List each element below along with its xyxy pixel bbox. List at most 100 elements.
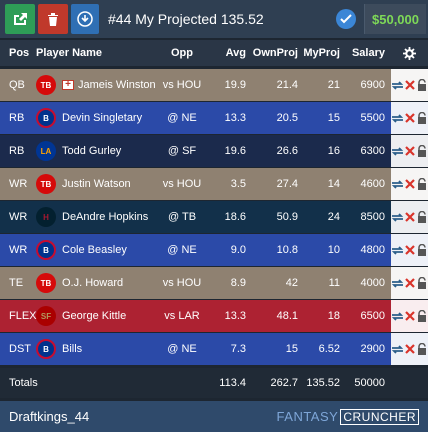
table-row[interactable]: FLEX SF George Kittle vs LAR 13.3 48.1 18… xyxy=(0,300,428,333)
row-pos: RB xyxy=(9,145,25,157)
lock-icon[interactable] xyxy=(416,112,428,124)
table-row[interactable]: WR TB Justin Watson vs HOU 3.5 27.4 14 46… xyxy=(0,168,428,201)
table-row[interactable]: RB B Devin Singletary @ NE 13.3 20.5 15 5… xyxy=(0,102,428,135)
lock-icon[interactable] xyxy=(416,343,428,355)
team-logo-icon: H xyxy=(36,207,56,227)
swap-icon[interactable] xyxy=(391,146,404,157)
delete-lineup-button[interactable] xyxy=(38,4,68,34)
brand-text-left: FANTASY xyxy=(276,409,339,424)
swap-icon[interactable] xyxy=(391,311,404,322)
col-avg[interactable]: Avg xyxy=(225,47,246,59)
row-myproj: 14 xyxy=(327,178,340,190)
x-icon[interactable] xyxy=(404,80,416,90)
x-icon[interactable] xyxy=(404,113,416,123)
lock-icon[interactable] xyxy=(416,244,428,256)
row-myproj: 11 xyxy=(328,277,340,289)
table-row[interactable]: RB LA Todd Gurley @ SF 19.6 26.6 16 6300 xyxy=(0,135,428,168)
col-myproj[interactable]: MyProj xyxy=(303,47,340,59)
team-logo-icon: B xyxy=(36,339,56,359)
x-icon[interactable] xyxy=(404,212,416,222)
col-opp[interactable]: Opp xyxy=(171,47,193,59)
row-ownproj: 10.8 xyxy=(276,244,298,256)
swap-icon[interactable] xyxy=(391,80,404,91)
player-name[interactable]: Todd Gurley xyxy=(62,145,122,157)
row-myproj: 24 xyxy=(327,211,340,223)
row-avg: 13.3 xyxy=(224,310,246,322)
table-row[interactable]: WR B Cole Beasley @ NE 9.0 10.8 10 4800 xyxy=(0,234,428,267)
player-name[interactable]: Cole Beasley xyxy=(62,244,127,256)
row-avg: 8.9 xyxy=(230,277,246,289)
swap-icon[interactable] xyxy=(391,344,404,355)
row-salary: 6500 xyxy=(360,310,385,322)
brand-logo: FANTASY CRUNCHER xyxy=(276,408,419,425)
row-opp: @ NE xyxy=(167,244,197,256)
row-myproj: 6.52 xyxy=(318,343,340,355)
table-row[interactable]: WR H DeAndre Hopkins @ TB 18.6 50.9 24 85… xyxy=(0,201,428,234)
row-ownproj: 27.4 xyxy=(276,178,298,190)
team-logo-icon: TB xyxy=(36,174,56,194)
download-button[interactable] xyxy=(71,4,99,34)
totals-row: Totals 113.4 262.7 135.52 50000 xyxy=(0,368,428,398)
row-myproj: 15 xyxy=(327,112,340,124)
row-opp: vs HOU xyxy=(162,277,202,289)
row-ownproj: 42 xyxy=(285,277,298,289)
lock-icon[interactable] xyxy=(416,178,428,190)
settings-button[interactable] xyxy=(385,46,428,60)
x-icon[interactable] xyxy=(404,278,416,288)
swap-icon[interactable] xyxy=(391,278,404,289)
player-name[interactable]: Jameis Winston xyxy=(78,79,156,91)
player-name[interactable]: Devin Singletary xyxy=(62,112,143,124)
totals-ownproj: 262.7 xyxy=(270,377,298,389)
row-pos: WR xyxy=(9,211,28,223)
player-name[interactable]: O.J. Howard xyxy=(62,277,124,289)
swap-icon[interactable] xyxy=(391,179,404,190)
table-row[interactable]: DST B Bills @ NE 7.3 15 6.52 2900 xyxy=(0,333,428,366)
export-button[interactable] xyxy=(5,4,35,34)
table-row[interactable]: QB TB + Jameis Winston vs HOU 19.9 21.4 21… xyxy=(0,69,428,102)
row-ownproj: 26.6 xyxy=(276,145,298,157)
player-name[interactable]: Bills xyxy=(62,343,83,355)
lock-icon[interactable] xyxy=(416,211,428,223)
lock-icon[interactable] xyxy=(416,79,428,91)
col-player[interactable]: Player Name xyxy=(36,47,103,59)
row-salary: 2900 xyxy=(360,343,385,355)
x-icon[interactable] xyxy=(404,179,416,189)
player-name[interactable]: Justin Watson xyxy=(62,178,131,190)
injury-icon[interactable]: + xyxy=(62,80,74,90)
lineup-toolbar: #44 My Projected 135.52 $50,000 xyxy=(0,0,428,38)
row-avg: 3.5 xyxy=(230,178,246,190)
player-name[interactable]: DeAndre Hopkins xyxy=(62,211,149,223)
swap-icon[interactable] xyxy=(391,113,404,124)
check-circle-icon[interactable] xyxy=(336,9,356,29)
export-icon xyxy=(14,13,27,25)
swap-icon[interactable] xyxy=(391,245,404,256)
row-opp: @ NE xyxy=(167,343,197,355)
row-opp: @ NE xyxy=(167,112,197,124)
row-salary: 5500 xyxy=(360,112,385,124)
x-icon[interactable] xyxy=(404,146,416,156)
team-logo-icon: TB xyxy=(36,273,56,293)
row-opp: vs HOU xyxy=(162,79,202,91)
row-pos: WR xyxy=(9,178,28,190)
col-ownproj[interactable]: OwnProj xyxy=(252,47,298,59)
col-pos[interactable]: Pos xyxy=(9,47,30,59)
lock-icon[interactable] xyxy=(416,277,428,289)
x-icon[interactable] xyxy=(404,245,416,255)
player-name[interactable]: George Kittle xyxy=(62,310,127,322)
row-ownproj: 15 xyxy=(285,343,298,355)
col-salary[interactable]: Salary xyxy=(351,47,385,59)
x-icon[interactable] xyxy=(404,344,416,354)
lock-icon[interactable] xyxy=(416,145,428,157)
row-pos: DST xyxy=(9,343,31,355)
lineup-title: #44 My Projected 135.52 xyxy=(108,11,264,27)
x-icon[interactable] xyxy=(404,311,416,321)
row-avg: 7.3 xyxy=(230,343,246,355)
row-salary: 6300 xyxy=(360,145,385,157)
row-pos: WR xyxy=(9,244,28,256)
team-logo-icon: B xyxy=(36,108,56,128)
swap-icon[interactable] xyxy=(391,212,404,223)
lock-icon[interactable] xyxy=(416,310,428,322)
totals-salary: 50000 xyxy=(354,377,385,389)
table-row[interactable]: TE TB O.J. Howard vs HOU 8.9 42 11 4000 xyxy=(0,267,428,300)
